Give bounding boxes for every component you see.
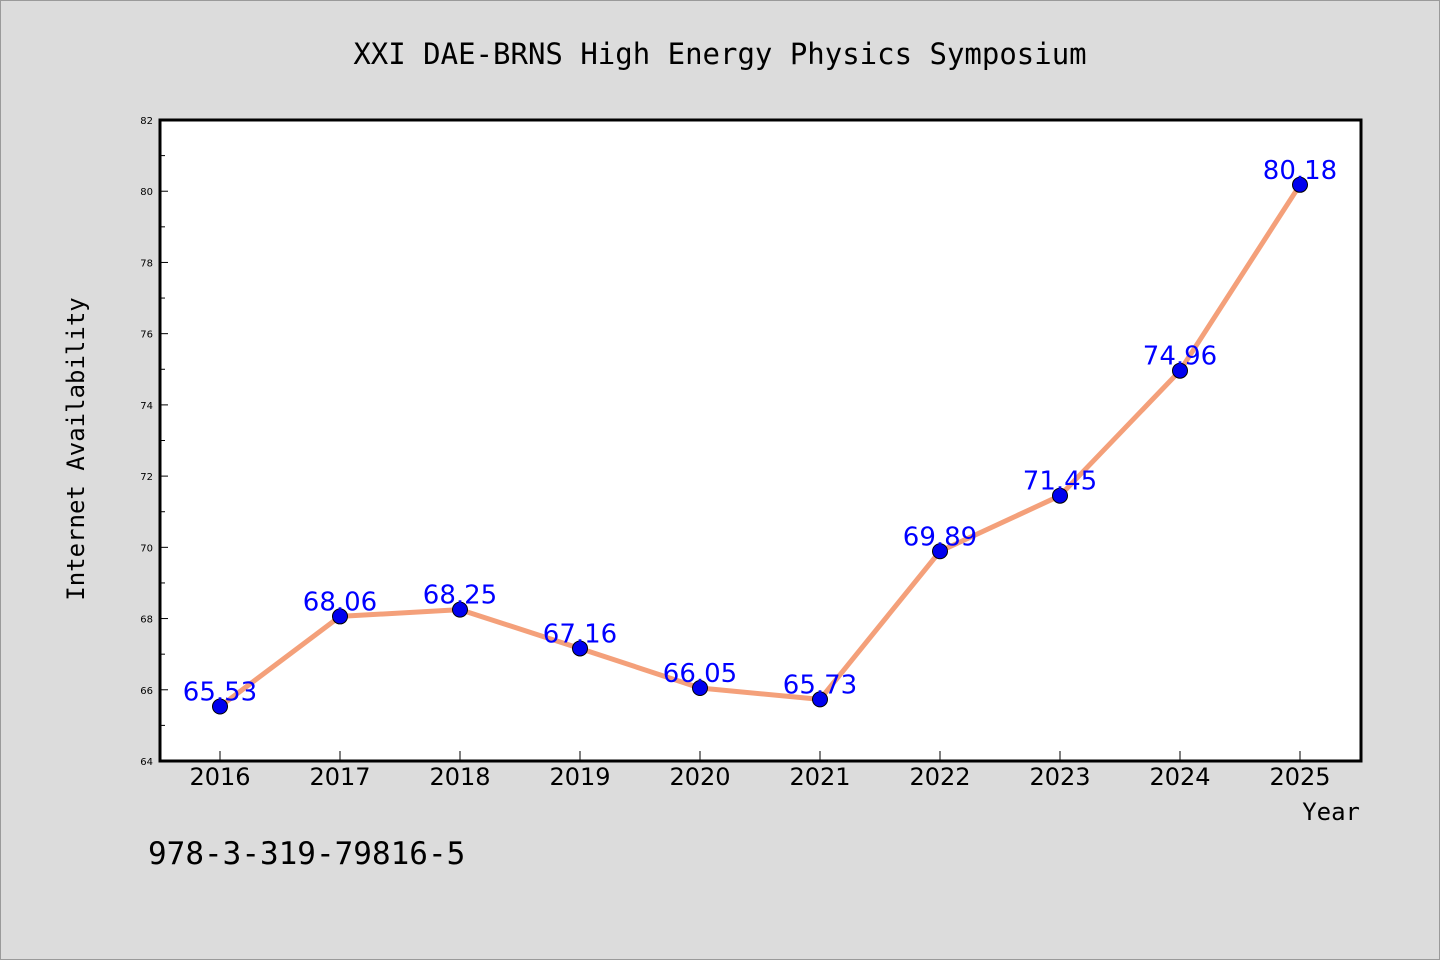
y-tick-label: 68 — [140, 615, 153, 626]
data-point — [932, 543, 948, 560]
y-tick-label: 66 — [140, 686, 153, 697]
data-label: 68.06 — [303, 587, 377, 617]
data-point — [692, 679, 708, 696]
x-tick-label: 2017 — [309, 763, 370, 791]
data-label: 69.89 — [903, 522, 977, 552]
series-group: 65.53 68.06 68.25 67.16 66.05 65.73 69.89 71.45… — [183, 156, 1337, 715]
x-tick-label: 2019 — [549, 763, 610, 791]
chart-title: XXI DAE-BRNS High Energy Physics Symposi… — [353, 37, 1086, 71]
data-point — [1172, 362, 1188, 379]
x-axis-title: Year — [1302, 798, 1360, 826]
isbn-footer: 978-3-319-79816-5 — [148, 836, 465, 872]
y-tick-label: 64 — [140, 757, 153, 768]
data-label: 66.05 — [663, 659, 737, 689]
x-tick-label: 2022 — [909, 763, 970, 791]
y-tick-label: 74 — [140, 401, 153, 412]
x-tick-label: 2020 — [669, 763, 730, 791]
data-point — [812, 691, 828, 708]
x-tick-label: 2016 — [189, 763, 250, 791]
y-axis-title: Internet Availability — [62, 297, 90, 600]
y-tick-label: 76 — [140, 330, 153, 341]
x-tick-label: 2021 — [789, 763, 850, 791]
y-tick-label: 70 — [140, 543, 153, 554]
x-tick-label: 2025 — [1269, 763, 1330, 791]
series-line — [217, 182, 1303, 710]
data-point — [572, 640, 588, 657]
data-label: 65.73 — [783, 670, 857, 700]
data-label: 67.16 — [543, 619, 617, 649]
y-tick-label: 80 — [140, 187, 153, 198]
x-axis-ticks: 2016 2017 2018 2019 2020 2021 2022 2023 2024 2025 — [189, 751, 1331, 791]
data-point — [452, 601, 468, 618]
data-point — [1052, 487, 1068, 504]
x-tick-label: 2018 — [429, 763, 490, 791]
data-label: 68.25 — [423, 581, 497, 611]
data-point — [212, 698, 228, 715]
plot-area — [160, 120, 1361, 761]
data-label: 74.96 — [1143, 342, 1217, 372]
y-tick-label: 72 — [140, 472, 153, 483]
plot-border — [158, 118, 1363, 763]
data-label: 80.18 — [1263, 156, 1337, 186]
data-label: 71.45 — [1023, 467, 1097, 497]
y-tick-label: 78 — [140, 258, 153, 269]
data-label: 65.53 — [183, 678, 257, 708]
x-tick-label: 2023 — [1029, 763, 1090, 791]
x-tick-label: 2024 — [1149, 763, 1210, 791]
y-tick-label: 82 — [140, 116, 153, 127]
data-point — [1292, 176, 1308, 193]
data-point — [332, 608, 348, 625]
